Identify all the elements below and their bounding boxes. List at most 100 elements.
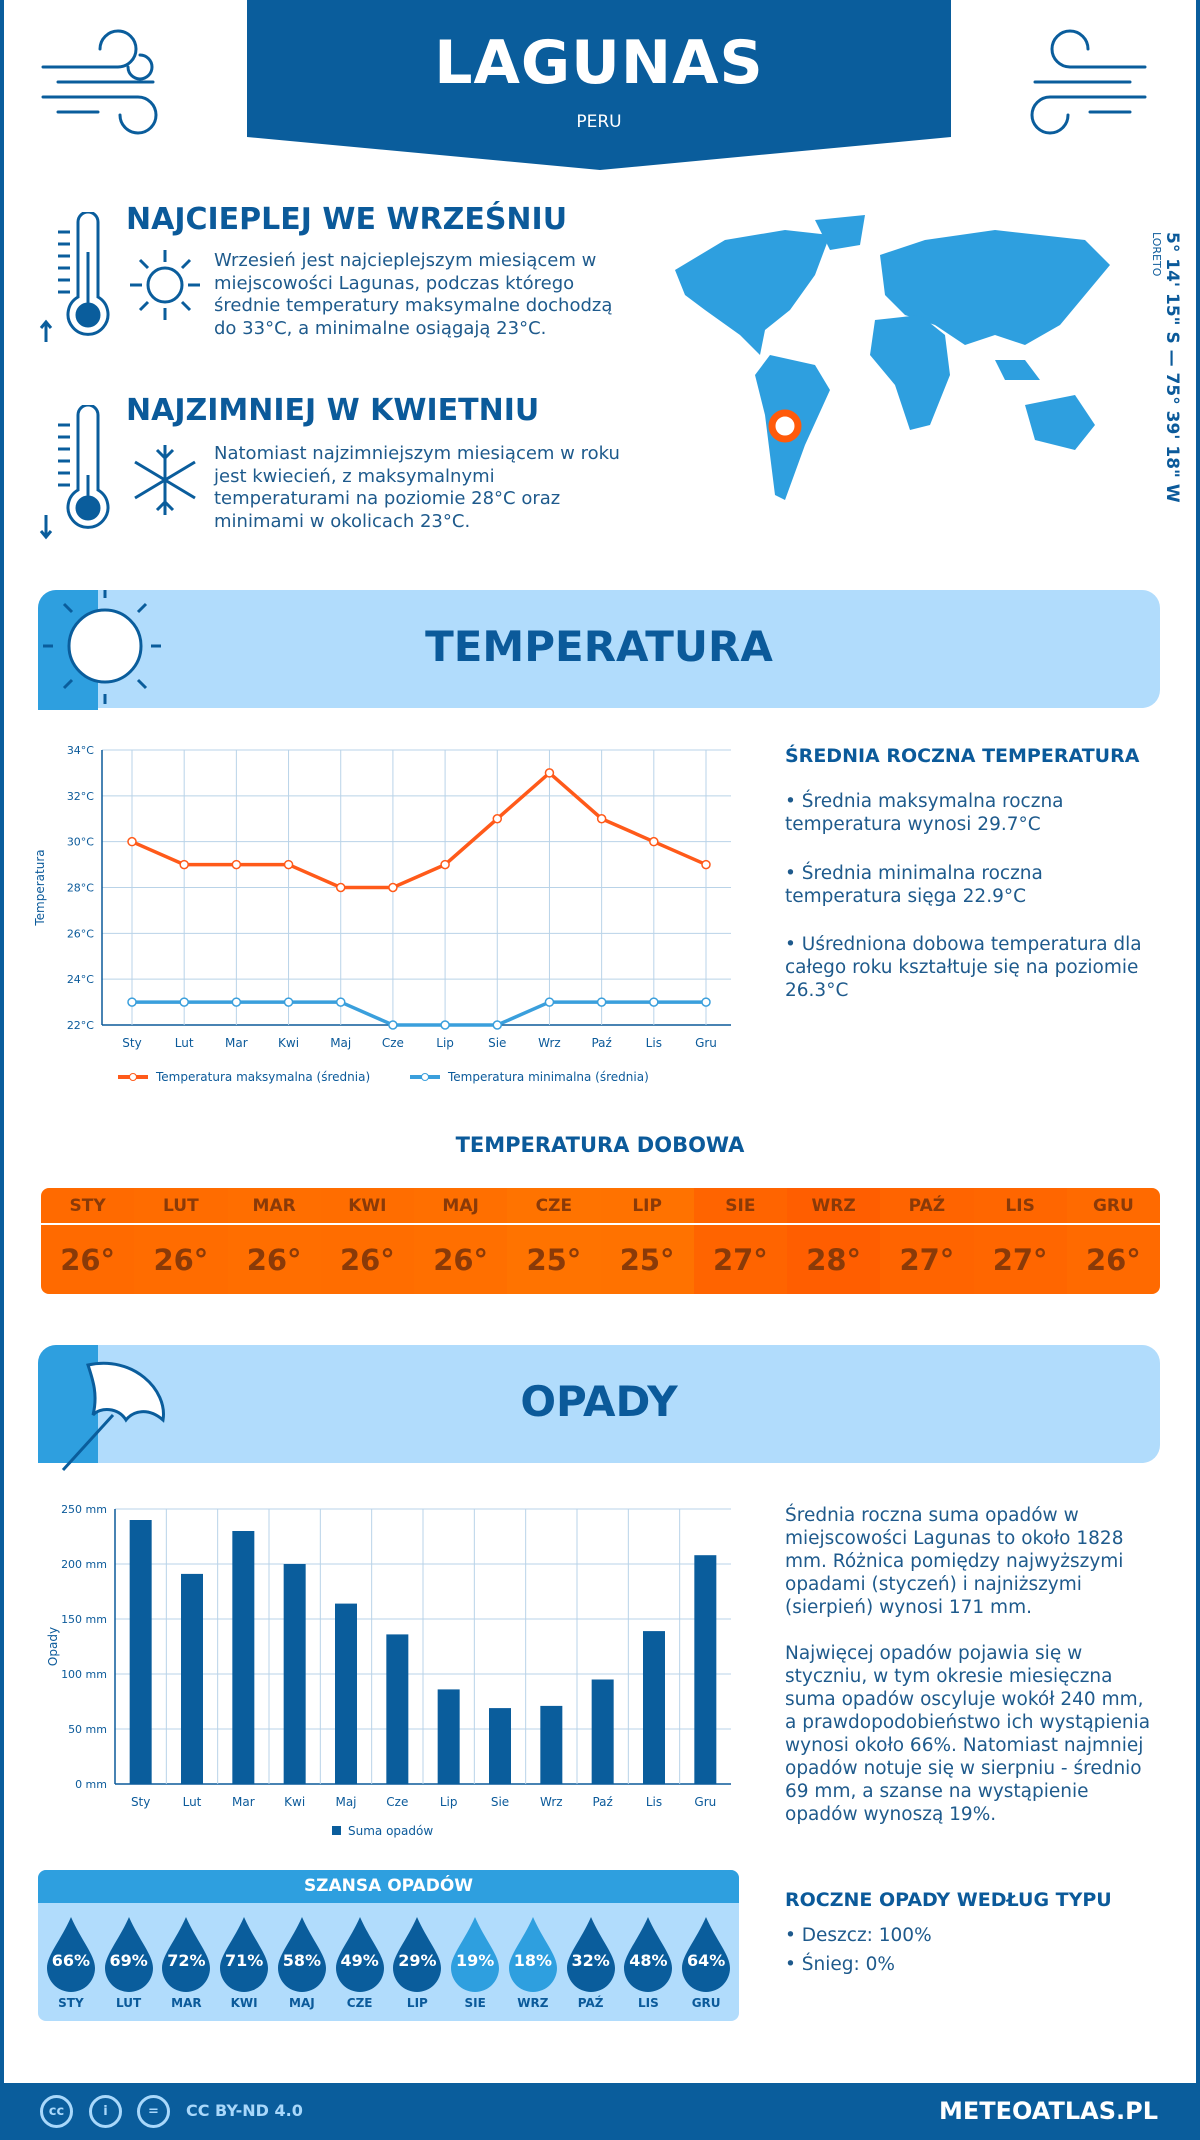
- precip-chance-panel: SZANSA OPADÓW 66% STY 69% LUT 72% MAR 71% KWI 58…: [38, 1870, 739, 2021]
- precip-chance-item: 19% SIE: [446, 1903, 504, 2010]
- precip-chance-month: KWI: [230, 1996, 258, 2010]
- data-point: [649, 836, 659, 847]
- daily-temp-value: 25°: [619, 1242, 675, 1277]
- raindrop-icon: [624, 1917, 673, 1992]
- bar: [129, 1520, 152, 1784]
- raindrop-icon: [104, 1917, 153, 1992]
- daily-temp-month: PAŹ: [880, 1188, 974, 1225]
- precip-chance-month: WRZ: [517, 1996, 549, 2010]
- x-tick-label: Maj: [330, 1036, 351, 1050]
- bar: [181, 1573, 203, 1784]
- thermometer-cold-icon: [39, 405, 110, 540]
- site-link[interactable]: METEOATLAS.PL: [938, 2097, 1158, 2125]
- legend-label: Temperatura maksymalna (średnia): [155, 1070, 370, 1084]
- y-tick-label: 30°C: [67, 836, 94, 849]
- precipitation-banner-title: OPADY: [520, 1377, 678, 1426]
- daily-temp-month: KWI: [320, 1188, 414, 1225]
- x-tick-label: Lis: [646, 1795, 662, 1809]
- bar: [694, 1555, 717, 1784]
- daily-temp-cell: STY 26°: [41, 1188, 135, 1294]
- daily-temp-cell: SIE 27°: [693, 1188, 787, 1294]
- temperature-banner-title: TEMPERATURA: [425, 622, 773, 671]
- wind-icon-right: [1030, 29, 1147, 135]
- location-marker: [768, 409, 802, 443]
- x-tick-label: Mar: [232, 1795, 255, 1809]
- precip-chance-item: 58% MAJ: [273, 1903, 331, 2010]
- data-point: [127, 836, 137, 847]
- daily-temp-month: WRZ: [787, 1188, 881, 1225]
- daily-temp-month: MAR: [227, 1188, 321, 1225]
- snowflake-icon: [134, 445, 196, 515]
- umbrella-rain-icon: [38, 1345, 165, 1472]
- daily-temp-value: 26°: [1085, 1242, 1141, 1277]
- y-tick-label: 26°C: [67, 927, 94, 940]
- bar: [591, 1679, 614, 1784]
- precipitation-banner: OPADY: [38, 1345, 1160, 1463]
- data-point: [492, 1020, 503, 1030]
- daily-temp-value: 28°: [806, 1242, 862, 1277]
- x-tick-label: Lut: [183, 1795, 202, 1809]
- daily-temp-month: MAJ: [414, 1188, 508, 1225]
- daily-temp-value: 27°: [899, 1242, 955, 1277]
- data-point: [388, 882, 398, 893]
- daily-temp-value: 26°: [246, 1242, 302, 1277]
- attribution-icon: i: [89, 2095, 122, 2128]
- precip-chance-item: 32% PAŹ: [562, 1903, 620, 2010]
- bar: [283, 1564, 306, 1784]
- precip-detail: Najwięcej opadów pojawia się w styczniu,…: [785, 1643, 1151, 1825]
- world-map: [675, 215, 1110, 500]
- x-tick-label: Sty: [122, 1036, 141, 1050]
- data-point: [492, 814, 503, 824]
- daily-temp-value: 26°: [60, 1242, 116, 1277]
- y-tick-label: 24°C: [67, 973, 94, 986]
- data-point: [596, 997, 607, 1007]
- daily-temp-month: LIS: [973, 1188, 1067, 1225]
- precip-chance-item: 69% LUT: [100, 1903, 158, 2010]
- coordinates: 5° 14' 15" S — 75° 39' 18" W: [1162, 232, 1182, 503]
- raindrop-icon: [393, 1917, 442, 1992]
- raindrop-icon: [508, 1917, 557, 1992]
- wind-icon-left: [41, 29, 158, 135]
- x-tick-label: Cze: [382, 1036, 404, 1050]
- precip-chance-month: LIS: [637, 1996, 659, 2010]
- data-point: [179, 997, 189, 1007]
- precip-chance-item: 64% GRU: [677, 1903, 735, 2010]
- data-point: [335, 997, 346, 1007]
- data-point: [335, 882, 346, 893]
- legend-marker: [129, 1073, 137, 1081]
- precip-type-rain: • Deszcz: 100%: [785, 1925, 932, 1946]
- raindrop-icon: [162, 1917, 211, 1992]
- precip-chance-value: 72%: [167, 1951, 206, 1970]
- legend-swatch: [332, 1826, 341, 1835]
- x-tick-label: Lip: [440, 1795, 458, 1809]
- bar: [489, 1708, 511, 1784]
- precipitation-chart: 0 mm 50 mm 100 mm 150 mm 200 mm 250 mm Opady St…: [46, 1503, 731, 1838]
- x-tick-label: Sty: [131, 1795, 150, 1809]
- x-tick-label: Lut: [175, 1036, 194, 1050]
- precip-summary: Średnia roczna suma opadów w miejscowośc…: [785, 1505, 1124, 1618]
- daily-temp-value: 25°: [526, 1242, 582, 1277]
- precip-type-title: ROCZNE OPADY WEDŁUG TYPU: [785, 1889, 1112, 1911]
- precip-chance-value: 58%: [282, 1951, 322, 1970]
- precip-chance-value: 71%: [224, 1951, 264, 1970]
- y-tick-label: 100 mm: [61, 1668, 107, 1681]
- precip-chance-value: 29%: [398, 1951, 437, 1970]
- x-tick-label: Mar: [225, 1036, 248, 1050]
- precip-chance-value: 64%: [686, 1951, 726, 1970]
- daily-temp-cell: LIS 27°: [973, 1188, 1067, 1294]
- y-tick-label: 32°C: [67, 790, 94, 803]
- temperature-chart: 22°C 24°C 26°C 28°C 30°C 32°C 34°C Temperatura S…: [33, 744, 731, 1084]
- precip-chance-month: MAJ: [289, 1996, 315, 2010]
- precip-chance-month: PAŹ: [577, 1996, 604, 2010]
- data-point: [596, 814, 607, 824]
- license-label[interactable]: CC BY-ND 4.0: [186, 2101, 303, 2120]
- data-point: [440, 859, 450, 870]
- x-tick-label: Maj: [335, 1795, 356, 1809]
- raindrop-icon: [451, 1917, 500, 1992]
- annual-temp-min: • Średnia minimalna roczna temperatura s…: [785, 863, 1043, 907]
- x-tick-label: Cze: [386, 1795, 408, 1809]
- precip-chance-value: 32%: [571, 1951, 610, 1970]
- daily-temp-cell: GRU 26°: [1066, 1188, 1160, 1294]
- raindrop-icon: [566, 1917, 615, 1992]
- y-tick-label: 250 mm: [61, 1503, 107, 1516]
